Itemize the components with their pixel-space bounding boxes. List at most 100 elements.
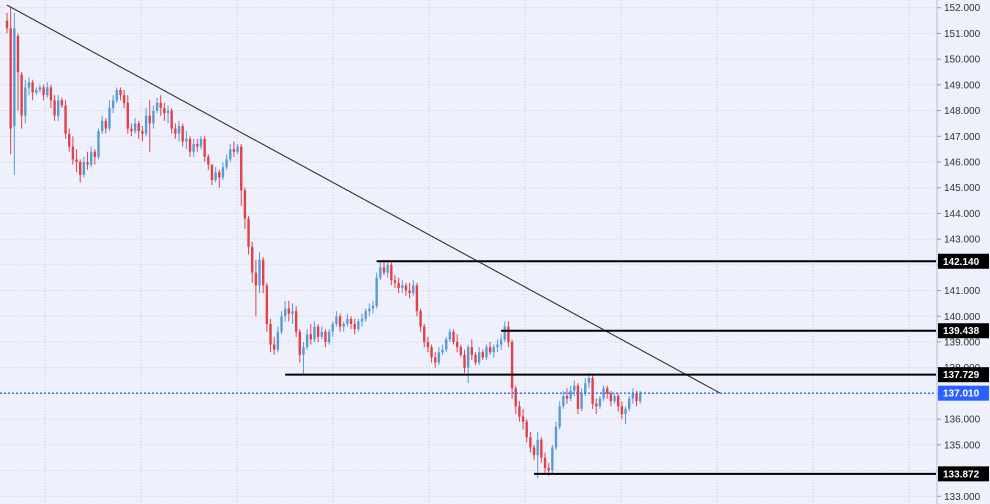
candle-body bbox=[463, 354, 466, 368]
candle-body bbox=[272, 344, 276, 350]
candle-body bbox=[49, 87, 53, 101]
candle-body bbox=[617, 396, 620, 407]
candle-body bbox=[294, 311, 298, 332]
candle-body bbox=[327, 331, 331, 342]
candle-body bbox=[349, 318, 353, 324]
candle-body bbox=[587, 378, 591, 384]
tick-label: 146.000 bbox=[944, 158, 981, 169]
tick-label: 151.000 bbox=[944, 29, 981, 40]
candle-body bbox=[287, 308, 291, 314]
candle-body bbox=[148, 115, 151, 124]
candle-body bbox=[60, 100, 64, 106]
candle-body bbox=[57, 100, 60, 116]
candle-body bbox=[199, 138, 203, 147]
tick-label: 136.000 bbox=[944, 415, 981, 426]
candle-body bbox=[159, 102, 162, 108]
candle-body bbox=[562, 396, 565, 407]
candle-body bbox=[466, 347, 470, 368]
candle-body bbox=[510, 342, 514, 389]
candle-body bbox=[445, 339, 448, 350]
candle-body bbox=[606, 388, 609, 394]
candle-body bbox=[393, 280, 397, 283]
candle-body bbox=[518, 406, 521, 417]
candle-body bbox=[573, 385, 576, 391]
candle-body bbox=[481, 352, 484, 358]
candle-body bbox=[196, 144, 199, 147]
candle-body bbox=[276, 331, 280, 350]
tick-label: 145.000 bbox=[944, 183, 981, 194]
candle-body bbox=[382, 267, 386, 273]
candle-body bbox=[499, 339, 503, 345]
candle-body bbox=[536, 439, 539, 456]
candle-body bbox=[408, 290, 411, 294]
tick-label: 152.000 bbox=[944, 3, 981, 14]
candle-body bbox=[115, 90, 118, 101]
candle-body bbox=[338, 316, 342, 327]
candle-body bbox=[419, 311, 422, 327]
candle-body bbox=[100, 120, 104, 132]
tick-label: 148.000 bbox=[944, 106, 981, 117]
candle-body bbox=[221, 167, 225, 178]
candle-body bbox=[331, 324, 334, 332]
candle-body bbox=[580, 393, 583, 409]
tick-label: 144.000 bbox=[944, 209, 981, 220]
candle-body bbox=[174, 128, 177, 134]
candle-body bbox=[210, 164, 214, 180]
candle-body bbox=[455, 342, 459, 348]
candle-body bbox=[434, 357, 437, 363]
price-axis[interactable]: 152.000 151.000 150.000 149.000 148.000 147.0… bbox=[936, 0, 990, 504]
candle-body bbox=[452, 331, 455, 342]
candle-body bbox=[214, 172, 217, 180]
candle-body bbox=[97, 131, 100, 157]
candle-body bbox=[82, 162, 86, 175]
candle-body bbox=[624, 408, 627, 414]
level-price-label: 139.438 bbox=[943, 326, 980, 337]
level-price-label-box bbox=[938, 253, 989, 269]
candle-body bbox=[342, 324, 345, 327]
tick-label: 143.000 bbox=[944, 235, 981, 246]
candle-body bbox=[598, 398, 602, 407]
candle-body bbox=[521, 416, 525, 422]
candle-body bbox=[437, 352, 441, 363]
candle-body bbox=[155, 102, 159, 111]
candle-body bbox=[426, 342, 430, 348]
candle-body bbox=[89, 151, 93, 165]
candle-body bbox=[86, 162, 89, 165]
candle-body bbox=[280, 316, 283, 332]
candle-body bbox=[532, 447, 536, 456]
level-price-label-box bbox=[938, 367, 989, 383]
candle-body bbox=[126, 102, 129, 129]
candle-body bbox=[203, 138, 206, 157]
candle-body bbox=[371, 306, 375, 309]
candle-body bbox=[46, 87, 49, 96]
candle-body bbox=[448, 331, 452, 340]
candle-body bbox=[229, 149, 232, 160]
candle-body bbox=[119, 90, 122, 96]
candle-body bbox=[584, 383, 587, 394]
candle-body bbox=[324, 331, 327, 342]
level-price-label: 142.140 bbox=[943, 257, 980, 268]
candle-body bbox=[111, 100, 115, 108]
candle-body bbox=[620, 406, 624, 414]
candle-body bbox=[137, 123, 140, 132]
candle-body bbox=[291, 311, 294, 314]
candle-body bbox=[496, 344, 499, 348]
candle-body bbox=[529, 437, 532, 448]
tick-label: 147.000 bbox=[944, 132, 981, 143]
tick-label: 150.000 bbox=[944, 55, 981, 66]
tick-label: 149.000 bbox=[944, 80, 981, 91]
candle-body bbox=[613, 396, 616, 402]
candle-body bbox=[459, 347, 463, 355]
candle-body bbox=[35, 90, 38, 93]
candle-body bbox=[346, 318, 349, 324]
candle-body bbox=[68, 133, 71, 147]
candle-body bbox=[430, 347, 433, 358]
current-price-label-box bbox=[938, 385, 989, 401]
price-axis-background bbox=[937, 0, 990, 504]
candle-body bbox=[415, 285, 419, 312]
candle-body bbox=[254, 272, 258, 286]
candle-body bbox=[269, 324, 272, 345]
candle-body bbox=[602, 388, 605, 399]
